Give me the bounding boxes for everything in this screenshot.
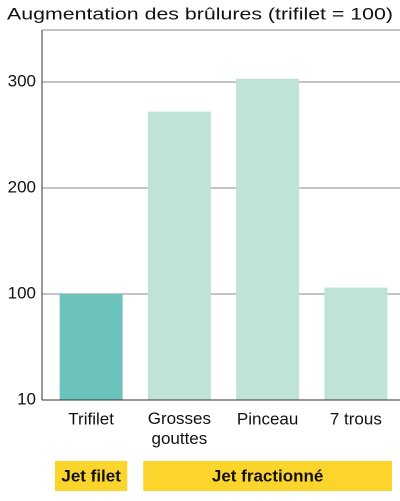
bar	[324, 287, 388, 400]
x-tick-label-line: Grosses	[148, 409, 211, 428]
group-box	[55, 461, 128, 491]
bar	[59, 293, 123, 400]
x-tick-label: 7 trous	[330, 409, 382, 428]
group-label: Jet fractionné	[212, 466, 323, 485]
y-tick-label: 300	[8, 71, 36, 90]
y-tick-label: 100	[8, 283, 36, 302]
x-tick-label: Grosses gouttes	[148, 409, 211, 448]
chart-title: Augmentation des brûlures (trifilet = 10…	[7, 4, 393, 23]
x-tick-label-line: gouttes	[151, 429, 207, 448]
bar	[236, 78, 300, 400]
bar	[147, 111, 211, 400]
y-tick-label: 10	[17, 389, 36, 408]
y-tick-label: 200	[8, 177, 36, 196]
group-box	[143, 461, 392, 491]
x-tick-label: Pinceau	[237, 409, 298, 428]
group-label: Jet filet	[61, 466, 121, 485]
x-tick-label: Trifilet	[68, 409, 114, 428]
